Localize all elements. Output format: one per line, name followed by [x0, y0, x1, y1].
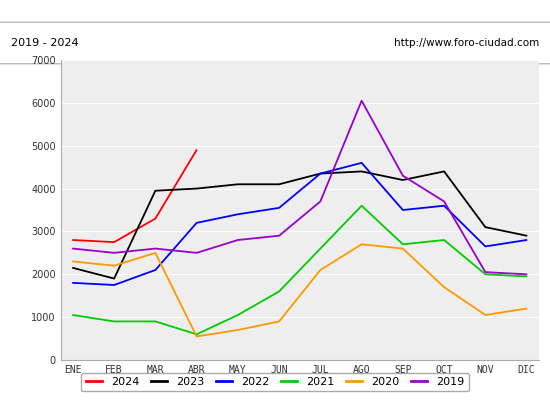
- Legend: 2024, 2023, 2022, 2021, 2020, 2019: 2024, 2023, 2022, 2021, 2020, 2019: [81, 372, 469, 392]
- Text: Evolucion Nº Turistas Extranjeros en el municipio de Rincón de la Victoria: Evolucion Nº Turistas Extranjeros en el …: [31, 8, 519, 22]
- Text: http://www.foro-ciudad.com: http://www.foro-ciudad.com: [394, 38, 539, 48]
- Text: 2019 - 2024: 2019 - 2024: [11, 38, 79, 48]
